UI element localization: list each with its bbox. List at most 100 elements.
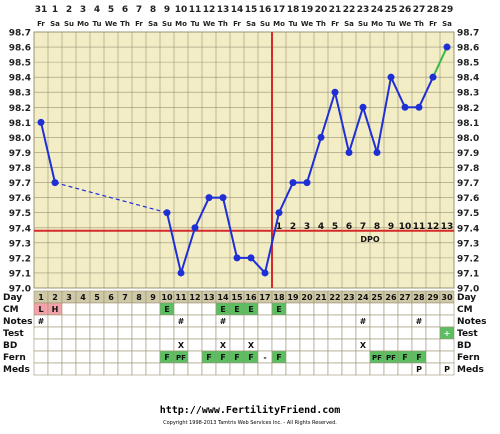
data-point [289,179,297,187]
row-cell [257,338,273,352]
row-cell [397,302,413,316]
y-tick-right: 98.3 [457,89,479,99]
weekday-label: Th [218,20,228,28]
cycle-day: 10 [161,293,173,302]
row-cell [383,302,399,316]
row-cell [75,350,91,364]
weekday-label: Fr [233,20,241,28]
cycle-day: 27 [399,293,410,302]
row-cell [313,350,329,364]
data-point [345,148,353,156]
dpo-number: 10 [399,222,412,232]
data-point [373,148,381,156]
row-cell [159,338,175,352]
weekday-label: Sa [246,20,256,28]
row-cell [299,362,315,376]
line-segment [418,76,434,108]
y-tick-right: 98.6 [457,44,479,54]
row-label-left: Day [3,293,22,303]
y-tick-left: 98.1 [9,119,31,129]
date-label: 28 [427,5,440,15]
date-label: 19 [301,5,314,15]
cycle-day: 3 [66,293,72,302]
row-value: X [360,341,367,350]
cycle-day: 23 [343,293,354,302]
y-tick-right: 98.4 [457,74,479,84]
weekday-label: We [203,20,215,28]
row-cell [383,326,399,340]
row-cell [33,350,49,364]
row-cell [229,326,245,340]
y-tick-left: 98.4 [9,74,31,84]
row-cell [47,350,63,364]
row-cell [425,326,441,340]
weekday-label: Su [64,20,74,28]
cycle-day: 15 [231,293,243,302]
row-cell [369,302,385,316]
row-label-right: Meds [457,365,484,375]
line-segment [348,106,364,153]
data-point [359,103,367,111]
row-cell [439,350,455,364]
y-tick-left: 98.7 [9,29,31,39]
row-cell [369,326,385,340]
weekday-label: Sa [344,20,354,28]
row-cell [61,350,77,364]
weekday-label: Su [260,20,270,28]
date-label: 5 [108,5,114,15]
row-cell [75,326,91,340]
row-cell [47,362,63,376]
y-tick-left: 97.0 [9,285,31,295]
row-cell [257,314,273,328]
row-cell [341,350,357,364]
date-label: 13 [217,5,230,15]
row-cell [159,314,175,328]
row-cell [439,314,455,328]
row-cell [383,362,399,376]
row-label-right: Day [457,293,476,303]
line-segment [334,92,350,153]
row-cell [117,302,133,316]
row-cell [145,362,161,376]
dpo-number: 7 [360,222,366,232]
row-cell [425,362,441,376]
row-cell [285,326,301,340]
row-cell [341,314,357,328]
line-segment [180,227,196,274]
row-cell [411,326,427,340]
row-cell [397,326,413,340]
row-label-right: Notes [457,317,486,327]
cycle-day: 18 [273,293,285,302]
row-cell [313,362,329,376]
cycle-day: 30 [441,293,453,302]
data-point [387,73,395,81]
row-label-left: Test [3,329,24,339]
row-value: P [416,365,422,374]
footer-url[interactable]: http://www.FertilityFriend.com [159,405,341,416]
cycle-day: 16 [245,293,257,302]
dpo-number: 11 [413,222,426,232]
weekday-label: Th [316,20,326,28]
row-cell [201,362,217,376]
footer-copyright: Copyright 1998-2013 Tamtris Web Services… [163,420,337,426]
row-cell [425,350,441,364]
row-cell [271,314,287,328]
cycle-day: 5 [94,293,100,302]
row-cell [355,362,371,376]
row-value: # [38,317,45,326]
y-tick-right: 97.0 [457,285,479,295]
date-label: 20 [315,5,328,15]
line-segment [166,212,182,274]
y-tick-left: 97.9 [9,149,31,159]
data-point [429,73,437,81]
row-cell [33,326,49,340]
row-cell [75,338,91,352]
y-tick-left: 97.7 [9,179,31,189]
row-cell [131,326,147,340]
row-cell [299,338,315,352]
row-cell [89,302,105,316]
row-value: # [178,317,185,326]
y-tick-left: 98.6 [9,44,31,54]
row-value: E [248,305,253,314]
row-cell [33,362,49,376]
